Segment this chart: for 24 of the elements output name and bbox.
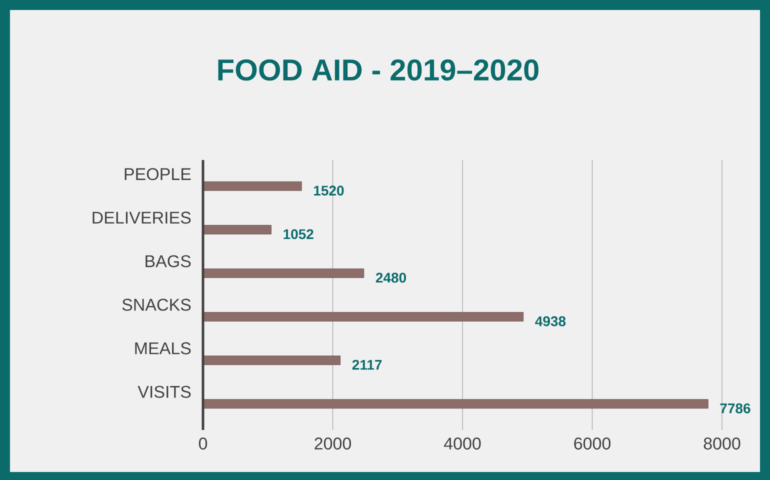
x-tick-label: 8000 [704, 438, 740, 450]
data-label: 7786 [720, 403, 750, 414]
bar [202, 312, 524, 322]
y-tick-label: SNACKS [122, 298, 191, 311]
data-label: 4938 [535, 316, 566, 326]
bar [202, 224, 272, 234]
y-tick-label: BAGS [146, 255, 191, 268]
data-label: 1052 [284, 229, 314, 240]
y-tick-label: MEALS [135, 342, 191, 354]
y-tick-label: PEOPLE [124, 168, 191, 180]
x-tick-label: 6000 [574, 438, 610, 450]
x-tick-label: 4000 [444, 438, 481, 450]
data-label: 2117 [352, 360, 382, 370]
y-tick-label: DELIVERIES [92, 212, 191, 224]
bar [202, 181, 302, 191]
bar [202, 399, 708, 409]
chart-title: FOOD AID - 2019–2020 [218, 59, 538, 81]
y-tick-label: VISITS [138, 386, 191, 398]
data-label: 2480 [376, 272, 406, 283]
bar [202, 356, 341, 366]
x-tick-label: 2000 [314, 438, 351, 450]
x-tick-label: 0 [198, 438, 208, 450]
bar [202, 268, 364, 278]
data-label: 1520 [314, 186, 344, 196]
